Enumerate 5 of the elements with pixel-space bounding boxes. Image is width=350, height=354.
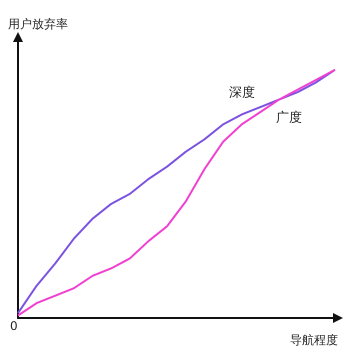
series-label: 广度	[276, 110, 302, 126]
y-axis-title: 用户放弃率	[8, 17, 68, 31]
text: 0	[10, 319, 18, 333]
x-axis-title: 导航程度	[290, 333, 338, 347]
series-label: 深度	[228, 84, 255, 100]
